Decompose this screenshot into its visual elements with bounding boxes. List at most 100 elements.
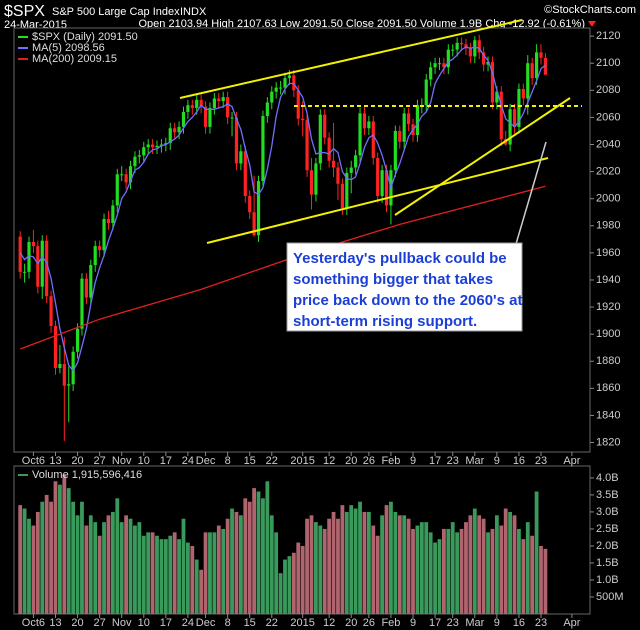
volume-bar [221, 528, 226, 614]
candle-body [252, 212, 256, 236]
candle-body [234, 117, 239, 164]
volume-bar [415, 525, 420, 614]
y-tick-label: 2080 [596, 84, 620, 96]
candle-body [58, 363, 62, 369]
x-tick-label: 24 [182, 617, 194, 629]
volume-bar [194, 559, 199, 614]
index-name: S&P 500 Large Cap Index [52, 6, 180, 18]
x-tick-label: Mar [465, 617, 484, 629]
volume-bar [22, 508, 27, 614]
x-tick-label: 20 [71, 455, 83, 467]
volume-bar [172, 532, 177, 614]
x-tick-label: Apr [563, 617, 580, 629]
volume-bar [199, 569, 204, 614]
candle-body [340, 183, 344, 209]
candle-body [349, 167, 353, 173]
volume-bar [481, 518, 486, 614]
x-tick-label: 13 [49, 455, 61, 467]
volume-bar [27, 518, 31, 614]
candle-body [274, 87, 278, 92]
candle-body [177, 126, 181, 133]
y-tick-label: 1980 [596, 220, 620, 232]
candle-body [40, 240, 44, 287]
candle-body [526, 63, 530, 99]
volume-bar [133, 525, 137, 614]
candle-body [398, 130, 402, 142]
callout-box [286, 242, 523, 332]
candle-body [62, 363, 66, 386]
candle-body [376, 158, 380, 196]
volume-bar [314, 522, 318, 614]
candle-body [305, 120, 309, 171]
candle-body [248, 195, 252, 213]
candle-body [323, 114, 327, 138]
volume-bar [428, 532, 433, 614]
y-tick-label: 2000 [596, 193, 620, 205]
volume-bar [128, 518, 133, 614]
callout-line: Yesterday's pullback could be [293, 250, 507, 267]
volume-bar [274, 532, 279, 614]
candle-body [217, 98, 221, 102]
legend-label: Volume 1,915,596,416 [32, 469, 142, 481]
candle-body [402, 113, 406, 142]
volume-bar [124, 515, 129, 614]
volume-bar [163, 539, 168, 614]
volume-bar [411, 528, 415, 614]
volume-bar [71, 501, 76, 614]
price-panel [13, 27, 591, 453]
volume-bar [119, 522, 124, 614]
volume-bar [371, 525, 376, 614]
y-tick-label: 2100 [596, 57, 620, 69]
volume-bar [18, 505, 23, 614]
x-tick-label: Oct6 [22, 617, 45, 629]
volume-bar [442, 528, 446, 614]
x-tick-label: 15 [244, 455, 256, 467]
candle-body [71, 351, 75, 385]
x-tick-label: 8 [225, 617, 231, 629]
y-tick-label: 2120 [596, 30, 620, 42]
volume-bar [512, 515, 517, 614]
callout-line: something bigger that takes [293, 271, 493, 288]
volume-bar [40, 501, 45, 614]
volume-bar [349, 505, 354, 614]
legend-label: MA(5) 2098.56 [32, 42, 105, 54]
candle-body [539, 52, 543, 58]
volume-bar [110, 511, 115, 614]
volume-bar [287, 556, 292, 614]
volume-bar [331, 511, 336, 614]
y-tick-label: 1.5B [596, 557, 619, 569]
volume-bar [375, 535, 380, 614]
candle-body [239, 151, 243, 164]
volume-bar [459, 528, 464, 614]
x-tick-label: 9 [410, 455, 416, 467]
candle-body [433, 63, 437, 68]
volume-bar [146, 532, 151, 614]
candle-body [499, 91, 503, 140]
x-tick-label: 27 [94, 617, 106, 629]
candle-body [102, 219, 106, 251]
candle-body [459, 42, 464, 45]
volume-bar [256, 491, 261, 614]
volume-bar [384, 505, 389, 614]
x-tick-label: Feb [381, 455, 400, 467]
candle-body [159, 144, 164, 146]
candle-body [195, 99, 199, 108]
volume-bar [424, 522, 429, 614]
candle-body [84, 278, 88, 298]
x-tick-label: 20 [345, 617, 357, 629]
y-tick-label: 3.5B [596, 489, 619, 501]
volume-bar [265, 481, 270, 614]
volume-bar [437, 539, 442, 614]
x-tick-label: 12 [323, 455, 335, 467]
candle-body [442, 63, 446, 68]
candle-body [98, 246, 102, 251]
volume-bar [35, 511, 40, 614]
candle-body [49, 296, 53, 327]
volume-bar [137, 522, 142, 614]
volume-bar [106, 515, 111, 614]
candle-body [45, 240, 49, 297]
quote-volume: Volume 1.9B [420, 18, 482, 30]
volume-bar [490, 528, 495, 614]
candle-body [429, 67, 433, 80]
volume-bar [358, 501, 362, 614]
